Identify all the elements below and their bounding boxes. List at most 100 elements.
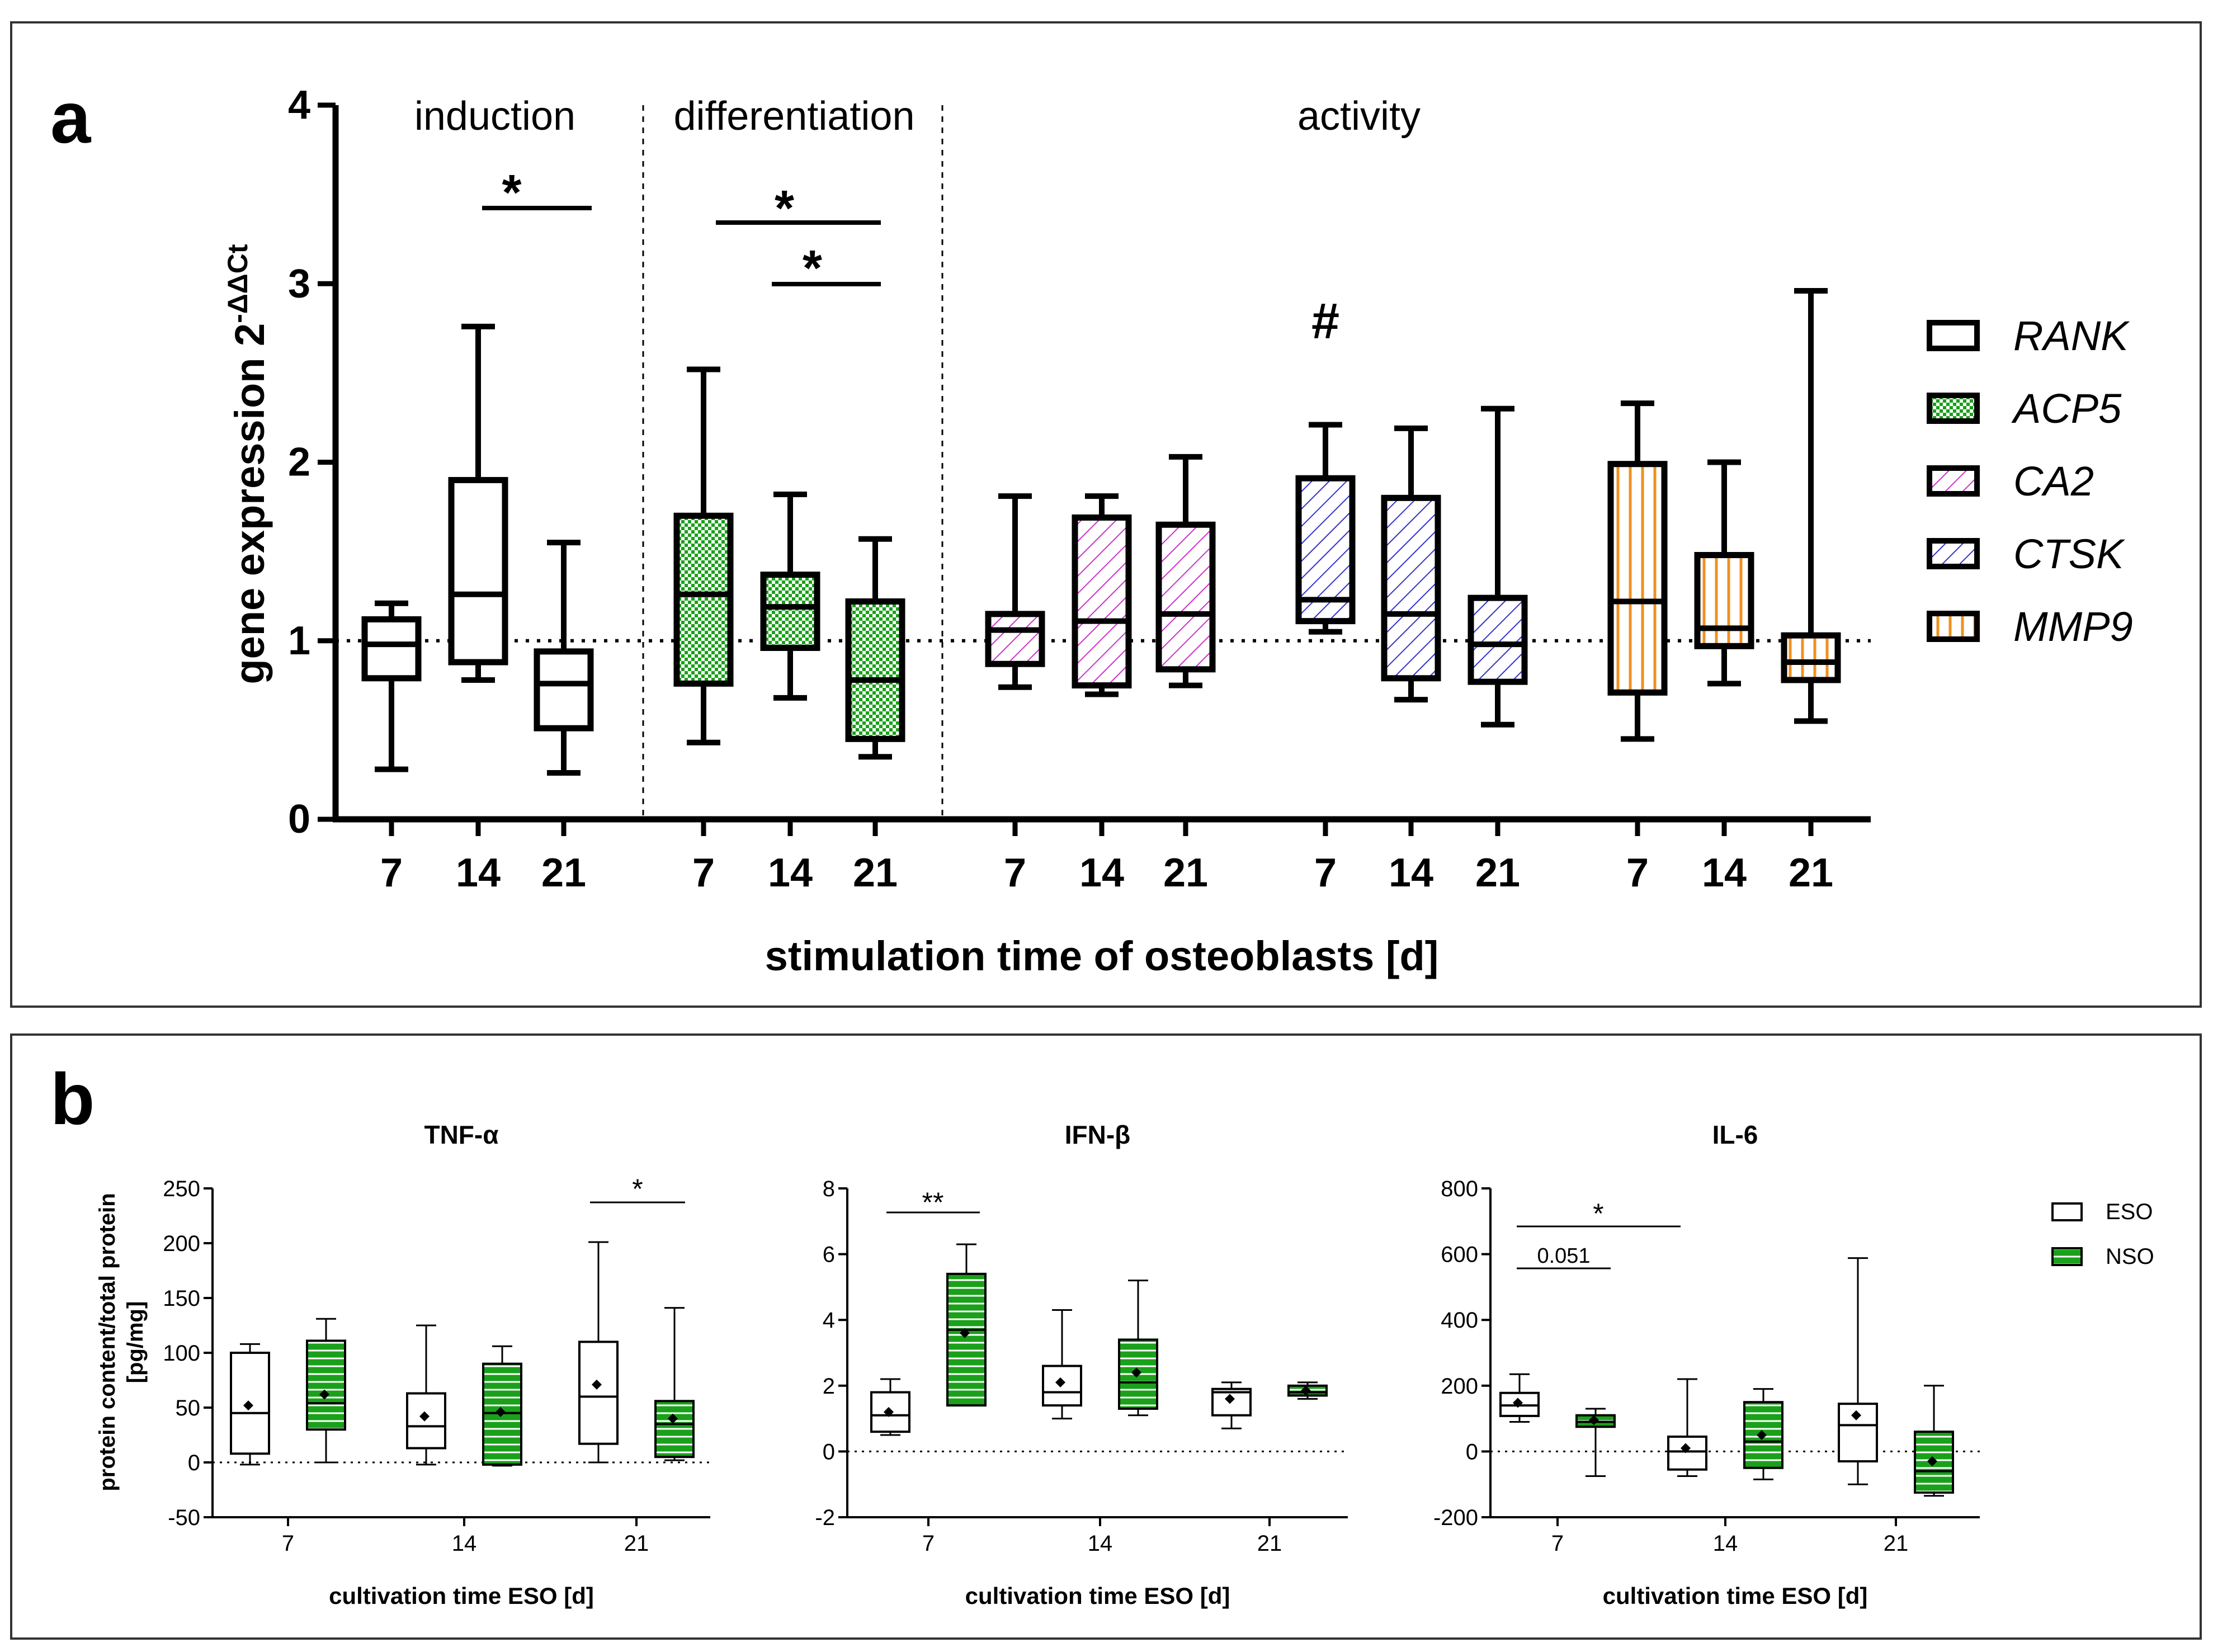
- box-mean: [884, 1406, 894, 1417]
- y-axis-label: gene expression 2-ΔΔCt: [222, 244, 273, 684]
- x-tick-label: 14: [1713, 1531, 1738, 1556]
- y-tick-label: -50: [168, 1505, 200, 1530]
- legend-swatch-acp5: [1927, 393, 1980, 424]
- significance-star: **: [922, 1187, 944, 1218]
- x-tick-label: 14: [1702, 851, 1747, 895]
- panel-b-frame: [10, 1033, 2202, 1640]
- chart-title: IL-6: [1712, 1120, 1758, 1149]
- x-tick-label: 14: [1088, 1531, 1113, 1556]
- y-tick-label: 50: [176, 1396, 201, 1420]
- box-mmp9: [1781, 632, 1841, 683]
- x-tick-label: 21: [1789, 851, 1833, 895]
- x-tick-label: 21: [853, 851, 898, 895]
- x-axis-label: stimulation time of osteoblasts [d]: [765, 933, 1439, 979]
- box-mean: [1513, 1398, 1523, 1408]
- legend-label-acp5: ACP5: [2011, 385, 2122, 432]
- panel-a-label: a: [50, 77, 92, 158]
- y-tick-label: 0: [1466, 1439, 1478, 1464]
- x-tick-label: 21: [1163, 851, 1208, 895]
- box-acp5: [845, 598, 905, 742]
- x-tick-label: 7: [1626, 851, 1649, 895]
- box-mean: [1757, 1430, 1767, 1440]
- box-ctsk: [1468, 594, 1528, 685]
- chart-a: 0 1 2 3 4 gene expression 2-ΔΔCt induction diff…: [222, 83, 2133, 979]
- box-rank: [534, 648, 594, 731]
- y-tick-label: 0: [823, 1439, 835, 1464]
- y-tick-label: 4: [823, 1308, 835, 1333]
- box-nso: [1118, 1338, 1158, 1410]
- y-tick-label: 1: [288, 619, 310, 663]
- y-axis-label: protein content/total protein: [95, 1193, 120, 1491]
- box-mean: [319, 1389, 329, 1400]
- chart-ifn: -2 0 2 4 6 8 IFN-β cultivation time ESO [d] 7 14 2…: [815, 1120, 1348, 1609]
- box-eso: [230, 1352, 270, 1455]
- section-title: activity: [1297, 94, 1421, 139]
- legend-swatch-ctsk: [1927, 538, 1980, 569]
- panel-a-frame: [10, 21, 2202, 1008]
- significance-star: *: [775, 181, 794, 237]
- x-tick-label: 14: [768, 851, 813, 895]
- box-rank: [361, 616, 422, 682]
- y-axis-label-unit: [pg/mg]: [123, 1301, 148, 1384]
- box-mean: [1225, 1394, 1235, 1404]
- box-mmp9: [1694, 552, 1754, 649]
- significance-star: *: [632, 1173, 643, 1205]
- x-tick-label: 21: [1884, 1531, 1909, 1556]
- x-axis-label: cultivation time ESO [d]: [965, 1583, 1230, 1609]
- box-ca2: [1155, 521, 1216, 673]
- x-tick-label: 14: [452, 1531, 477, 1556]
- box-mean: [1927, 1456, 1937, 1467]
- y-tick-label: 6: [823, 1243, 835, 1267]
- legend-swatch-ca2: [1927, 465, 1980, 497]
- y-tick-label: 2: [288, 440, 310, 485]
- box-mean: [668, 1413, 678, 1424]
- x-tick-label: 7: [1551, 1531, 1564, 1556]
- box-ca2: [1072, 514, 1132, 689]
- box-eso: [578, 1341, 619, 1445]
- x-tick-label: 14: [1389, 851, 1433, 895]
- hash-marker: #: [1311, 294, 1339, 350]
- box-nso: [306, 1339, 346, 1431]
- significance-star: *: [1593, 1198, 1603, 1229]
- chart-tnf: -50 0 50 100 150 200 250 TNF-α cultivation time …: [95, 1120, 710, 1609]
- x-tick-label: 14: [456, 851, 501, 895]
- box-mean: [419, 1411, 430, 1422]
- y-tick-label: 200: [163, 1231, 200, 1256]
- box-acp5: [673, 512, 734, 687]
- y-tick-label: 2: [823, 1374, 835, 1399]
- x-tick-label: 7: [692, 851, 715, 895]
- x-tick-label: 21: [1475, 851, 1520, 895]
- y-tick-label: 0: [288, 797, 310, 842]
- box-ca2: [985, 611, 1045, 667]
- box-mean: [1055, 1377, 1065, 1387]
- box-nso: [946, 1272, 987, 1407]
- y-tick-label: 8: [823, 1177, 835, 1201]
- y-tick-label: 3: [288, 261, 310, 306]
- x-tick-label: 21: [1257, 1531, 1282, 1556]
- y-tick-label: 400: [1441, 1308, 1478, 1333]
- y-tick-label: -200: [1433, 1505, 1478, 1530]
- legend-label-nso: NSO: [2106, 1244, 2154, 1269]
- legend-label-ca2: CA2: [2013, 458, 2094, 504]
- box-mean: [1131, 1367, 1141, 1378]
- legend-label-ctsk: CTSK: [2013, 531, 2126, 577]
- x-tick-label: 7: [282, 1531, 294, 1556]
- box-nso: [654, 1400, 695, 1459]
- significance-star: *: [502, 165, 521, 221]
- chart-il6: -200 0 200 400 600 800 IL-6 cultivation time ES…: [1433, 1120, 2154, 1609]
- box-mean: [1301, 1385, 1311, 1396]
- panel-b-label: b: [50, 1058, 95, 1140]
- x-axis-label: cultivation time ESO [d]: [329, 1583, 594, 1609]
- y-tick-label: 200: [1441, 1374, 1478, 1399]
- box-eso: [1667, 1435, 1707, 1471]
- y-tick-label: 100: [163, 1341, 200, 1366]
- significance-star: *: [803, 240, 822, 296]
- legend-label-mmp9: MMP9: [2013, 603, 2133, 650]
- box-mean: [1681, 1443, 1691, 1453]
- box-mean: [496, 1406, 506, 1417]
- x-tick-label: 7: [380, 851, 403, 895]
- box-rank: [448, 476, 508, 665]
- x-tick-label: 21: [624, 1531, 649, 1556]
